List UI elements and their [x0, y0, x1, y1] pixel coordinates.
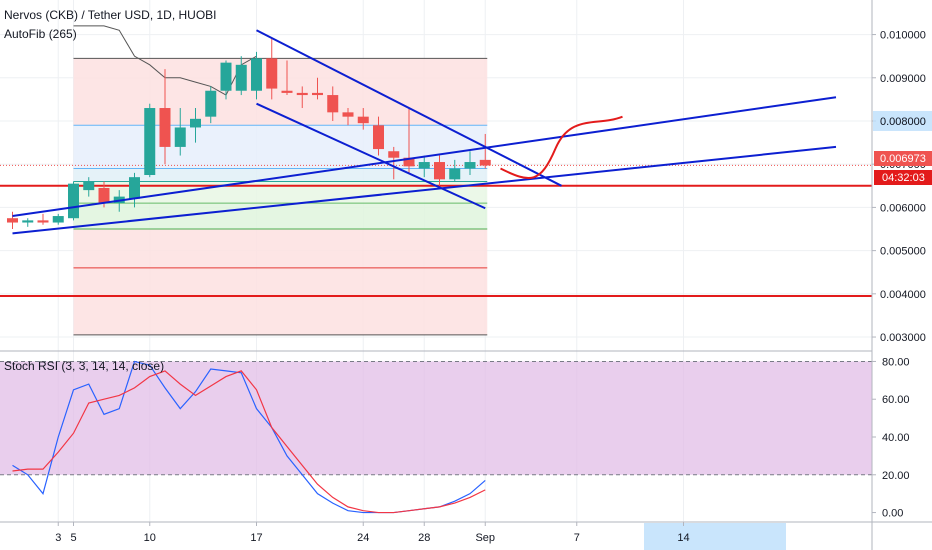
- time-tick-label: 28: [418, 532, 430, 544]
- price-axis-bg: [872, 0, 932, 550]
- price-highlight: [873, 110, 932, 131]
- rsi-tick-label: 80.00: [882, 356, 910, 368]
- fib-zone: [73, 229, 488, 268]
- time-tick-label: 5: [70, 532, 76, 544]
- rsi-label[interactable]: Stoch RSI (3, 3, 14, 14, close): [4, 359, 164, 373]
- candle-body: [266, 58, 278, 89]
- candle-body: [159, 108, 171, 147]
- trendline-wedge-upper: [12, 96, 837, 218]
- last-price-label: 0.006973: [880, 153, 926, 165]
- time-tick-label: 17: [250, 532, 262, 544]
- time-tick-label: 14: [677, 532, 689, 544]
- candle-body: [235, 64, 247, 91]
- trendline-channel-lower: [256, 102, 486, 210]
- indicator-label[interactable]: AutoFib (265): [4, 27, 77, 41]
- fib-zone: [73, 125, 488, 169]
- candle-body: [418, 162, 430, 169]
- fib-zone: [73, 168, 488, 182]
- candle-body: [403, 157, 415, 167]
- candle-body: [98, 187, 110, 204]
- candle-body: [281, 90, 293, 93]
- price-tick-label: 0.003000: [880, 332, 926, 344]
- candle-body: [312, 92, 323, 96]
- candle-body: [449, 168, 461, 180]
- price-tick-label: 0.005000: [880, 246, 926, 258]
- candles: [7, 38, 491, 230]
- fib-zone: [73, 267, 488, 335]
- candle-body: [7, 218, 18, 223]
- rsi-tick-label: 0.00: [882, 508, 903, 520]
- candle-body: [83, 181, 95, 191]
- candle-body: [129, 177, 140, 199]
- candle-body: [357, 116, 369, 124]
- candle-body: [373, 125, 384, 150]
- candle-body: [251, 58, 262, 91]
- trendline-wedge-lower: [12, 145, 837, 235]
- autofib-zones: [73, 57, 488, 336]
- time-highlight: [644, 523, 786, 550]
- candle-body: [174, 127, 186, 147]
- time-tick-label: 3: [55, 532, 61, 544]
- candle-body: [388, 151, 400, 158]
- rsi-tick-label: 60.00: [882, 394, 910, 406]
- price-tick-label: 0.004000: [880, 289, 926, 301]
- time-tick-label: 10: [144, 532, 156, 544]
- candle-body: [144, 108, 156, 175]
- price-tick-label: 0.009000: [880, 73, 926, 85]
- candle-body: [52, 216, 64, 223]
- symbol-title[interactable]: Nervos (CKB) / Tether USD, 1D, HUOBI: [4, 8, 217, 22]
- candle-body: [434, 162, 445, 180]
- last-price-badge: [874, 151, 932, 166]
- candle-body: [205, 90, 217, 117]
- rsi-tick-label: 20.00: [882, 470, 910, 482]
- candle-body: [68, 183, 79, 219]
- trendline-channel-upper: [256, 29, 562, 187]
- rsi-series-D: [12, 370, 486, 514]
- candle-body: [190, 118, 201, 128]
- time-tick-label: 7: [574, 532, 580, 544]
- candle-body: [22, 220, 34, 223]
- time-tick-label: 24: [357, 532, 369, 544]
- price-tick-label-highlight: 0.008000: [880, 116, 926, 128]
- countdown-label: 04:32:03: [882, 172, 925, 184]
- candle-body: [327, 95, 339, 113]
- fib-zone: [73, 181, 488, 204]
- time-tick-label: Sep: [475, 532, 495, 544]
- fib-zone: [73, 203, 488, 230]
- countdown-badge: [874, 170, 932, 185]
- candle-body: [37, 220, 49, 223]
- rsi-tick-label: 40.00: [882, 432, 910, 444]
- candle-body: [464, 162, 476, 169]
- projection-curve: [500, 115, 623, 180]
- price-tick-label: 0.010000: [880, 30, 926, 42]
- price-tick-label: 0.006000: [880, 202, 926, 214]
- candle-body: [479, 159, 491, 166]
- candle-body: [220, 62, 232, 91]
- candle-body: [296, 92, 308, 96]
- candle-body: [342, 112, 354, 117]
